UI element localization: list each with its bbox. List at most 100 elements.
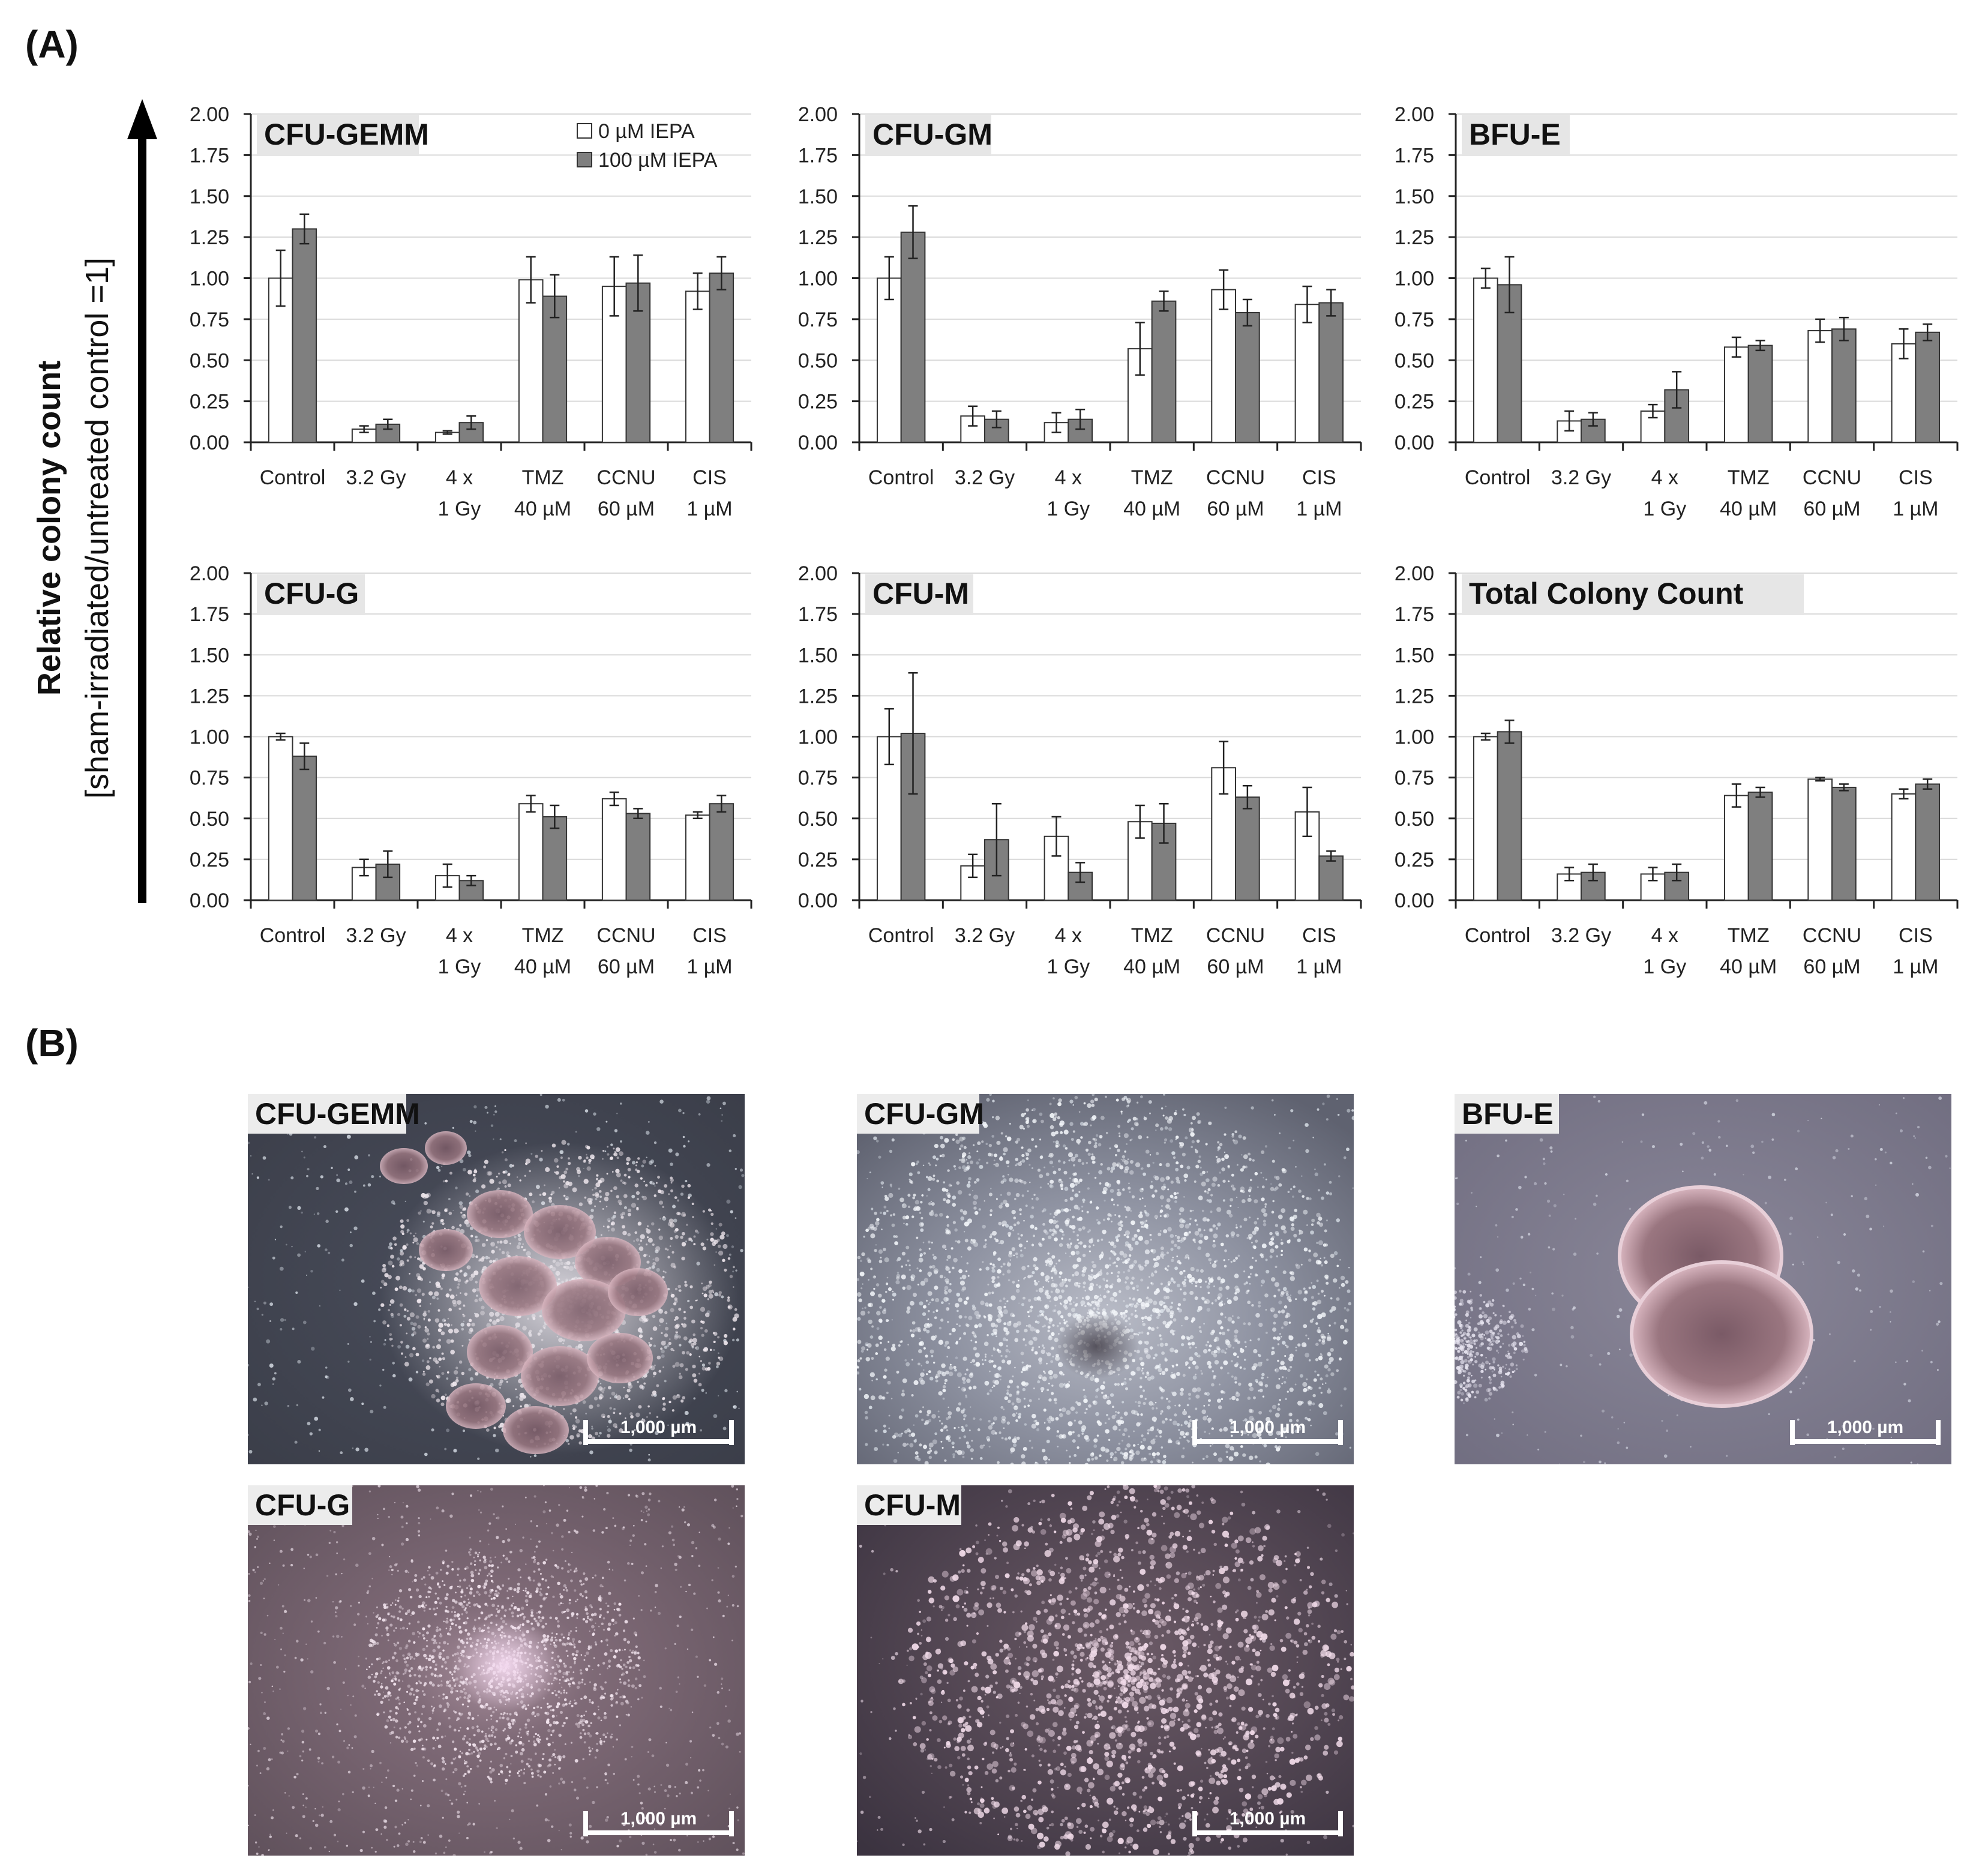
colony-cluster [542, 1279, 626, 1341]
x-tick-label: CIS [1302, 466, 1336, 489]
bar-iepa-100 [1151, 300, 1177, 443]
error-bar [968, 405, 978, 427]
x-tick-label: CCNU [1803, 466, 1861, 489]
error-bar [692, 272, 703, 310]
micrograph-label-box [248, 1094, 406, 1134]
x-tick-label: Control [868, 924, 934, 947]
panel-b-label: (B) [25, 1021, 79, 1065]
x-tick-label: CCNU [596, 466, 655, 489]
x-tick-label: 3.2 Gy [346, 466, 406, 489]
colony-cluster [521, 1346, 599, 1406]
x-tick-label: CCNU [1206, 466, 1265, 489]
error-bar [1899, 328, 1909, 359]
bar-iepa-0 [1473, 736, 1498, 901]
x-tick-label: TMZ [1131, 924, 1173, 947]
colony-cluster [425, 1131, 467, 1165]
error-bar [1923, 778, 1933, 790]
chart-title-box [1462, 574, 1804, 615]
bar-iepa-0 [1294, 811, 1320, 901]
x-tick-label: 1 Gy [1047, 498, 1090, 520]
y-tick-label: 0.75 [798, 767, 838, 790]
chart-title-box [257, 574, 365, 615]
y-tick-label: 2.00 [1395, 562, 1434, 585]
chart-title: BFU-E [1469, 118, 1561, 151]
x-tick-label: 1 Gy [1047, 955, 1090, 978]
error-bar [1564, 867, 1575, 882]
x-tick-label: 40 µM [1123, 498, 1180, 520]
error-bar [1672, 371, 1682, 409]
colony-cluster [1630, 1260, 1813, 1408]
x-tick-label: TMZ [1728, 466, 1770, 489]
bar-iepa-100 [292, 756, 317, 901]
error-bar [1504, 720, 1515, 744]
bar-iepa-100 [542, 295, 568, 443]
y-tick-label: 1.25 [798, 685, 838, 708]
y-tick-label: 1.75 [1395, 144, 1434, 167]
error-bar [1672, 863, 1682, 882]
legend-label: 0 µM IEPA [598, 120, 695, 143]
colony-core [452, 1617, 560, 1713]
colony-cluster [446, 1383, 506, 1429]
y-tick-label: 1.25 [1395, 685, 1434, 708]
x-tick-label: 40 µM [1720, 498, 1777, 520]
colony-cluster [524, 1205, 596, 1259]
x-tick-label: 4 x [1055, 924, 1082, 947]
x-tick-label: TMZ [522, 924, 564, 947]
x-tick-label: Control [1465, 924, 1531, 947]
x-tick-label: 3.2 Gy [1551, 466, 1611, 489]
error-bar [1564, 410, 1575, 432]
chart-1: 0.00 0.25 0.50 0.75 1.00 1.25 1.50 1.75 2.00 Cont… [798, 103, 1362, 520]
y-tick-label: 0.00 [798, 431, 838, 454]
bar-iepa-0 [601, 798, 627, 901]
x-tick-label: CIS [692, 924, 727, 947]
error-bar [692, 811, 703, 819]
error-bar [716, 256, 727, 290]
y-tick-label: 1.75 [190, 144, 229, 167]
panel-a-label: (A) [25, 23, 79, 66]
micrograph-label-box [857, 1485, 961, 1525]
x-tick-label: 60 µM [1803, 955, 1860, 978]
bar-iepa-100 [709, 272, 734, 443]
error-bar [1480, 267, 1491, 289]
bar-iepa-100 [292, 228, 317, 443]
y-tick-label: 0.00 [190, 431, 229, 454]
y-tick-label: 2.00 [1395, 103, 1434, 126]
micrograph-bfue [1455, 1094, 1951, 1464]
bar-iepa-0 [685, 290, 710, 443]
y-tick-label: 1.50 [190, 185, 229, 208]
y-tick-label: 1.00 [1395, 726, 1434, 749]
bar-iepa-0 [518, 803, 544, 901]
y-tick-label: 1.75 [798, 144, 838, 167]
y-tick-label: 0.00 [190, 889, 229, 912]
x-tick-label: 4 x [446, 924, 473, 947]
colony-cluster [380, 1148, 428, 1184]
x-tick-label: Control [260, 466, 326, 489]
error-bar [884, 256, 894, 301]
error-bar [609, 791, 619, 807]
x-tick-label: 1 µM [686, 498, 732, 520]
colony-cluster [467, 1325, 533, 1379]
y-tick-label: 1.00 [798, 268, 838, 290]
x-tick-label: 1 Gy [438, 955, 481, 978]
x-tick-label: TMZ [522, 466, 564, 489]
y-axis-label-sub: [sham-irradiated/untreated control =1] [79, 257, 115, 799]
y-tick-label: 1.50 [1395, 185, 1434, 208]
chart-2: 0.00 0.25 0.50 0.75 1.00 1.25 1.50 1.75 2.00 Cont… [1395, 103, 1959, 520]
scale-bar-label: 1,000 µm [1827, 1418, 1903, 1437]
x-tick-label: 60 µM [598, 955, 655, 978]
error-bar [1923, 323, 1933, 341]
x-tick-label: 1 Gy [438, 498, 481, 520]
y-tick-label: 0.50 [798, 349, 838, 372]
x-tick-label: 3.2 Gy [1551, 924, 1611, 947]
y-tick-label: 1.50 [190, 644, 229, 667]
x-tick-label: Control [1465, 466, 1531, 489]
y-tick-label: 1.50 [798, 185, 838, 208]
error-bar [466, 415, 476, 430]
x-tick-label: 1 Gy [1643, 498, 1686, 520]
y-tick-label: 0.75 [190, 308, 229, 331]
error-bar [1051, 816, 1062, 857]
error-bar [1159, 290, 1169, 312]
bar-iepa-100 [1235, 311, 1260, 443]
y-tick-label: 1.25 [190, 226, 229, 249]
chart-title-box [1462, 115, 1570, 156]
